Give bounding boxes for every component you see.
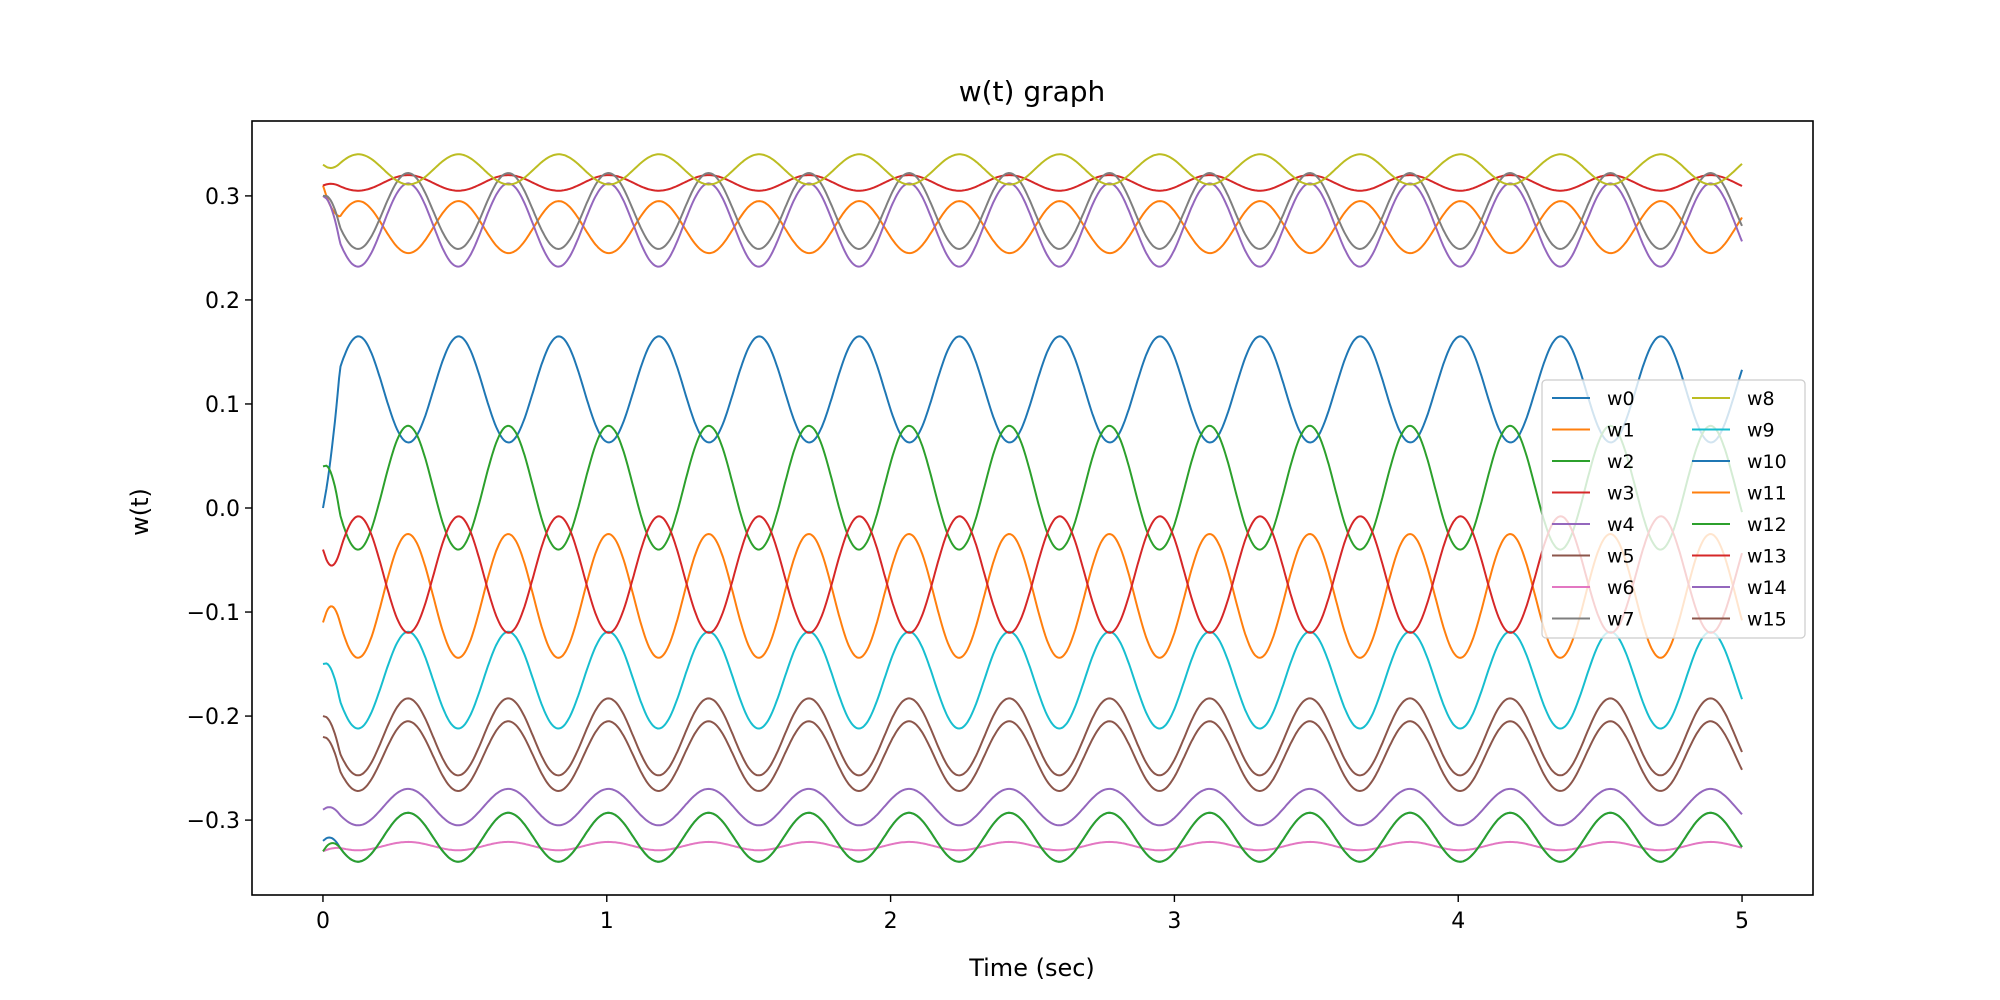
series-line-w1 xyxy=(322,185,1743,255)
series-line-w13 xyxy=(322,515,1743,634)
y-tick-label: 0.1 xyxy=(205,393,240,418)
chart-title: w(t) graph xyxy=(959,75,1106,108)
legend-entry: w3 xyxy=(1607,483,1635,505)
y-tick-label: 0.0 xyxy=(205,497,240,522)
series-line-w8 xyxy=(322,153,1743,186)
legend-entry: w2 xyxy=(1607,451,1635,473)
series-line-w10 xyxy=(322,811,1743,863)
legend-entry: w8 xyxy=(1747,388,1775,410)
x-tick-label: 5 xyxy=(1735,909,1749,934)
x-tick-label: 0 xyxy=(316,909,330,934)
y-tick-label: 0.3 xyxy=(205,185,240,210)
series-line-w9 xyxy=(322,630,1743,730)
plot-lines xyxy=(322,153,1743,863)
x-tick-label: 2 xyxy=(884,909,898,934)
legend-entry: w5 xyxy=(1607,546,1635,568)
series-line-w6 xyxy=(322,840,1743,853)
series-line-w2 xyxy=(322,424,1743,551)
legend-entry: w13 xyxy=(1747,546,1787,568)
legend-entry: w0 xyxy=(1607,388,1635,410)
series-line-w0 xyxy=(322,335,1743,509)
series-line-w11 xyxy=(322,532,1743,659)
series-line-w4 xyxy=(322,182,1743,268)
legend-entry: w4 xyxy=(1607,514,1635,536)
legend-entry: w6 xyxy=(1607,577,1635,599)
legend-entry: w10 xyxy=(1747,451,1787,473)
legend: w0 w1 w2 w3 w4 w5 w6 w7 w8 w9 w10 w11 w12 w13 w14 w15 xyxy=(1541,379,1806,639)
x-tick-label: 1 xyxy=(600,909,614,934)
y-axis-label: w(t) xyxy=(126,488,154,536)
x-tick-label: 4 xyxy=(1451,909,1465,934)
series-line-w5 xyxy=(322,697,1743,777)
legend-box xyxy=(1541,379,1806,639)
legend-entry: w1 xyxy=(1607,420,1635,442)
y-tick-label: −0.3 xyxy=(187,809,240,834)
x-axis-label: Time (sec) xyxy=(968,954,1095,982)
y-tick-label: −0.1 xyxy=(187,601,240,626)
x-tick-label: 3 xyxy=(1167,909,1181,934)
y-axis: −0.3 −0.2 −0.1 0.0 0.1 0.2 0.3 xyxy=(187,185,252,834)
series-line-w14 xyxy=(322,787,1743,827)
legend-entry: w7 xyxy=(1607,609,1635,631)
legend-entry: w11 xyxy=(1747,483,1787,505)
legend-entry: w12 xyxy=(1747,514,1787,536)
series-line-w15 xyxy=(322,720,1743,793)
y-tick-label: 0.2 xyxy=(205,289,240,314)
series-line-w12 xyxy=(322,811,1743,863)
x-axis: 0 1 2 3 4 5 xyxy=(316,895,1749,934)
legend-entry: w14 xyxy=(1747,577,1787,599)
series-line-w7 xyxy=(323,171,1743,251)
y-tick-label: −0.2 xyxy=(187,705,240,730)
series-line-w3 xyxy=(322,174,1743,192)
legend-entry: w9 xyxy=(1747,420,1775,442)
legend-entry: w15 xyxy=(1747,609,1787,631)
